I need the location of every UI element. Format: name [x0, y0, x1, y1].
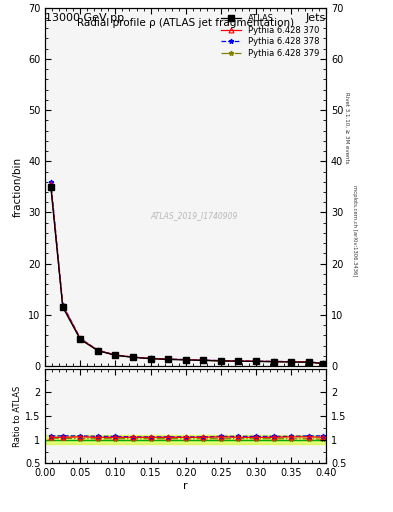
X-axis label: r: r — [184, 481, 188, 491]
Text: 13000 GeV pp: 13000 GeV pp — [45, 13, 124, 23]
Bar — [45, 435, 326, 444]
Text: Radial profile ρ (ATLAS jet fragmentation): Radial profile ρ (ATLAS jet fragmentatio… — [77, 18, 294, 29]
Text: Rivet 3.1.10, ≥ 3M events: Rivet 3.1.10, ≥ 3M events — [344, 92, 349, 164]
Text: mcplots.cern.ch [arXiv:1306.3436]: mcplots.cern.ch [arXiv:1306.3436] — [352, 185, 357, 276]
Legend: ATLAS, Pythia 6.428 370, Pythia 6.428 378, Pythia 6.428 379: ATLAS, Pythia 6.428 370, Pythia 6.428 37… — [218, 12, 322, 60]
Text: Jets: Jets — [306, 13, 326, 23]
Y-axis label: Ratio to ATLAS: Ratio to ATLAS — [13, 386, 22, 446]
Text: ATLAS_2019_I1740909: ATLAS_2019_I1740909 — [151, 211, 238, 220]
Y-axis label: fraction/bin: fraction/bin — [13, 157, 22, 217]
